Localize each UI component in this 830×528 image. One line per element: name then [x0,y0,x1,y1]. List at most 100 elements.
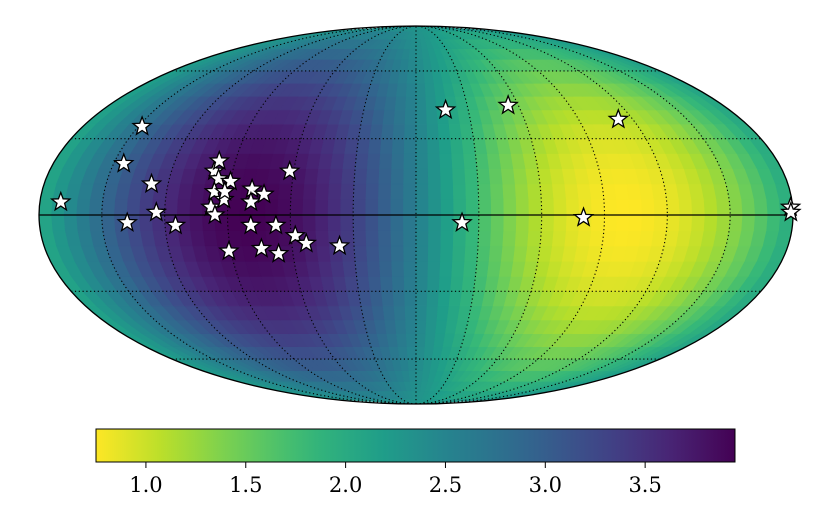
heatmap-cell [290,183,305,200]
star-marker [328,234,351,256]
heatmap-cell [415,245,429,262]
heatmap-cell [488,245,504,262]
heatmap-cell [189,199,204,216]
heatmap-cell [404,109,417,125]
heatmap-cell [315,183,330,200]
heatmap-cell [378,245,392,262]
heatmap-cell [428,183,442,200]
heatmap-cell [490,230,504,247]
heatmap-cell [427,261,441,277]
heatmap-cell [440,245,454,262]
heatmap-cell [415,230,429,247]
heatmap-cell [641,214,656,231]
heatmap-cell [397,70,409,84]
heatmap-cell [601,183,617,200]
heatmap-cell [440,214,455,231]
heatmap-cell [490,199,505,216]
heatmap-cell [391,276,405,292]
colorbar-gradient [95,428,736,463]
heatmap-cell [427,276,441,292]
meridian-line [415,26,731,404]
heatmap-cell [440,168,454,185]
heatmap-cell [379,261,393,277]
heatmap-cell [488,168,504,185]
heatmap-cell [354,153,369,169]
heatmap-cell [428,214,442,231]
star-marker [131,115,153,136]
heatmap-cell [525,168,541,185]
meridian-line [415,26,543,404]
heatmap-cell [393,109,406,125]
heatmap-cell [766,199,781,216]
star-marker [278,159,301,181]
heatmap-cell [703,214,718,231]
heatmap-cell [427,153,441,169]
heatmap-cell [358,291,373,307]
heatmap-cell [464,245,479,262]
heatmap-cell [527,183,542,200]
meridian-line [289,26,417,404]
heatmap-cell [425,319,438,334]
heatmap-cell [63,214,79,231]
heatmap-cell [425,96,438,111]
star-marker [451,211,473,232]
heatmap-cell [386,82,399,97]
heatmap-cell [476,245,491,262]
heatmap-cell [415,96,427,111]
heatmap-cell [613,183,630,200]
heatmap-cell [476,168,491,185]
heatmap-cell [328,168,344,185]
heatmap-cell [369,291,384,307]
heatmap-cell [703,199,718,216]
heatmap-cell [101,199,116,216]
graticule [71,26,761,404]
heatmap-cell [406,70,417,84]
heatmap-cell [591,214,605,231]
heatmap-cell [716,199,731,216]
heatmap-cell [439,261,453,277]
heatmap-cell [407,59,417,72]
heatmap-cell [164,199,179,216]
heatmap-cell [403,138,417,154]
heatmap-cell [415,138,429,154]
heatmap-cell [415,319,427,334]
heatmap-cell [778,214,793,231]
star-marker [213,188,235,209]
star-marker [267,242,290,263]
heatmap-cell [365,230,380,247]
heatmap-cell [452,245,466,262]
star-marker [284,224,307,245]
heatmap-cell [513,245,528,262]
heatmap-cell [277,183,293,200]
heatmap-cell [589,230,605,247]
star-marker [218,239,240,261]
heatmap-cell [500,245,516,262]
heatmap-cell [371,109,385,125]
heatmap-cell [327,214,342,231]
star-markers [49,94,802,263]
heatmap-cell [382,305,396,321]
heatmap-cell [552,183,567,200]
heatmap-cell [316,245,332,262]
heatmap-cell [448,291,463,307]
heatmap-cell [716,214,731,231]
heatmap-cell [227,214,241,231]
star-marker [497,94,519,115]
heatmap-cell [352,214,367,231]
star-marker [265,214,287,235]
heatmap-cell [478,199,492,216]
heatmap-cell [465,183,479,200]
star-marker [140,172,163,194]
heatmap-cell [302,214,317,231]
mollweide-map [38,25,802,405]
heatmap-cell [342,153,357,169]
heatmap-cell [415,291,428,307]
heatmap-cell [415,261,429,277]
heatmap-cell [330,261,346,277]
heatmap-cell [409,381,417,392]
colorbar-ticks: 1.0 1.5 2.0 2.5 3.0 3.5 [129,462,662,497]
heatmap-cell [426,305,439,321]
star-marker [572,206,595,227]
heatmap-cell [379,153,393,169]
heatmap-cell [513,168,528,185]
